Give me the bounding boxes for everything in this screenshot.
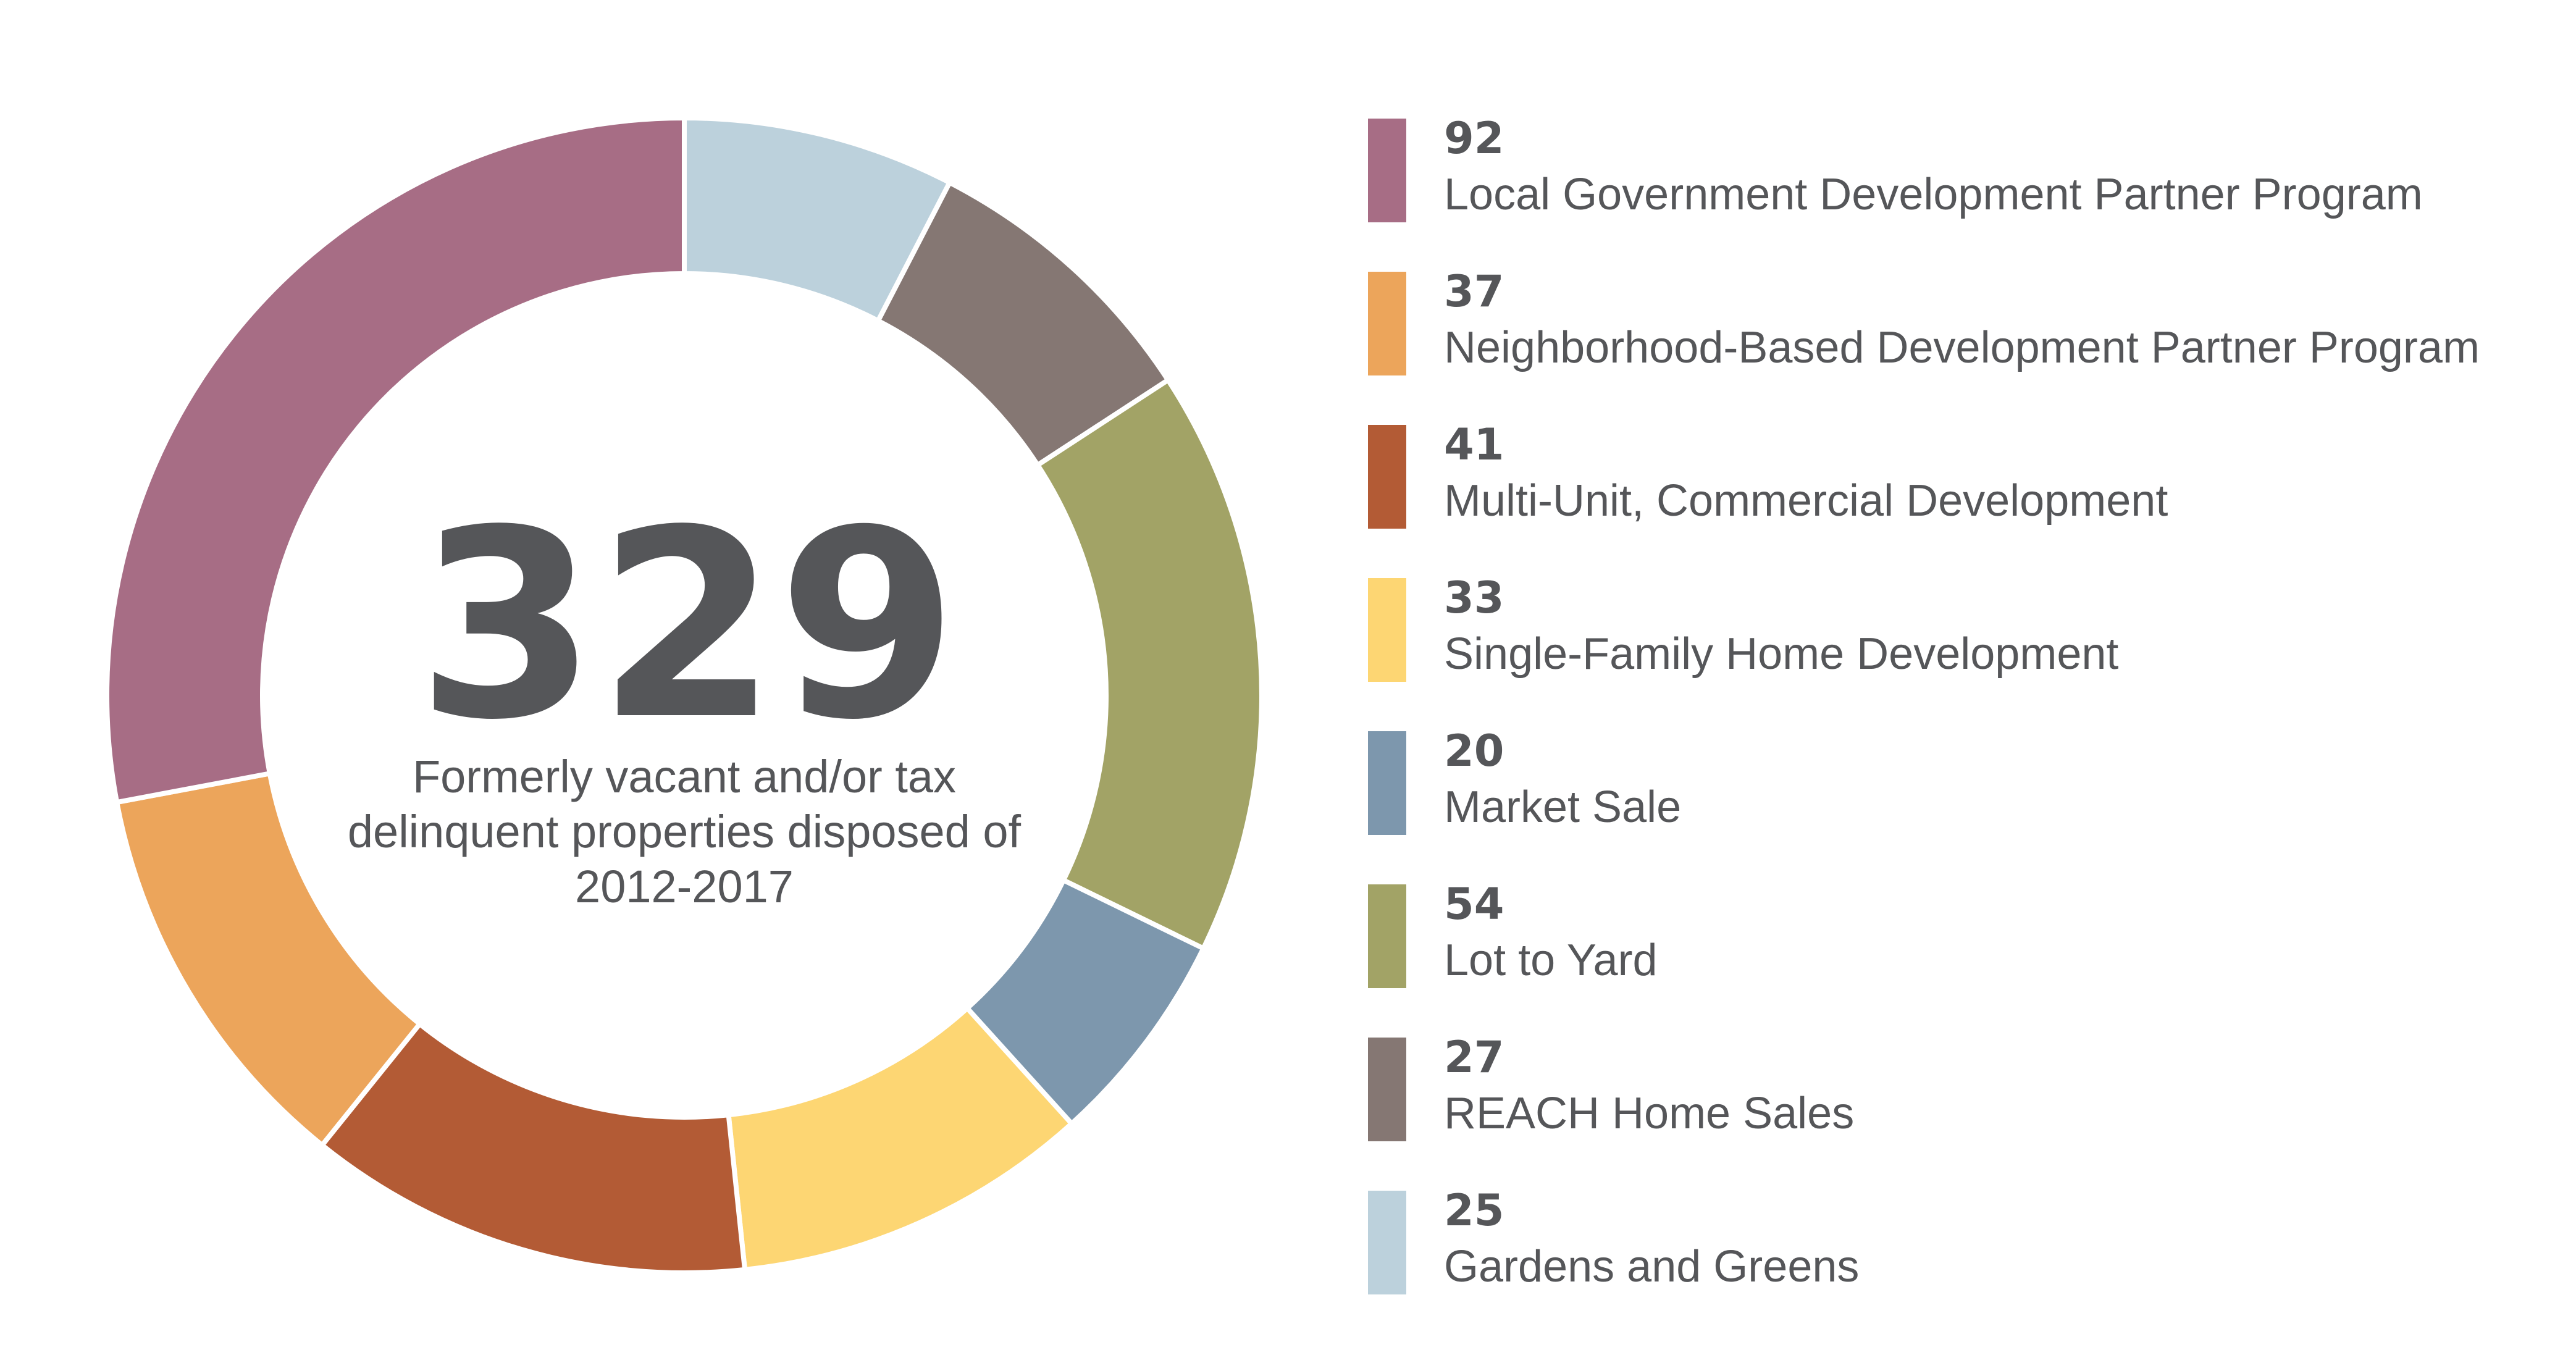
legend-item: 37 Neighborhood-Based Development Partne… [1368, 263, 2560, 416]
legend-label: REACH Home Sales [1444, 1089, 1855, 1138]
legend-swatch [1368, 1038, 1406, 1141]
donut-chart: 329 Formerly vacant and/or tax delinquen… [104, 115, 1264, 1275]
legend-label: Multi-Unit, Commercial Development [1444, 476, 2168, 526]
legend-swatch [1368, 884, 1406, 988]
legend: 92 Local Government Development Partner … [1368, 110, 2560, 1335]
center-total: 329 [417, 475, 959, 777]
legend-value: 33 [1444, 572, 1504, 623]
legend-swatch [1368, 1191, 1406, 1294]
legend-item: 54 Lot to Yard [1368, 876, 2560, 1029]
legend-value: 54 [1444, 879, 1504, 929]
center-caption-line-3: 2012-2017 [575, 861, 794, 912]
legend-value: 41 [1444, 419, 1504, 470]
legend-item: 33 Single-Family Home Development [1368, 569, 2560, 723]
legend-value: 25 [1444, 1185, 1504, 1236]
legend-item: 27 REACH Home Sales [1368, 1029, 2560, 1182]
center-caption-line-2: delinquent properties disposed of [348, 806, 1022, 857]
legend-item: 20 Market Sale [1368, 723, 2560, 876]
legend-item: 92 Local Government Development Partner … [1368, 110, 2560, 263]
donut-slices [104, 115, 1264, 1275]
center-caption-line-1: Formerly vacant and/or tax [413, 751, 956, 802]
legend-value: 27 [1444, 1032, 1504, 1083]
legend-item: 41 Multi-Unit, Commercial Development [1368, 416, 2560, 569]
legend-value: 37 [1444, 266, 1504, 317]
legend-swatch [1368, 731, 1406, 835]
legend-swatch [1368, 119, 1406, 222]
legend-value: 92 [1444, 113, 1504, 164]
donut-slice-lot-to-yard [1034, 376, 1264, 952]
legend-label: Neighborhood-Based Development Partner P… [1444, 323, 2480, 372]
legend-label: Lot to Yard [1444, 936, 1658, 985]
legend-value: 20 [1444, 726, 1504, 776]
legend-label: Local Government Development Partner Pro… [1444, 170, 2423, 219]
legend-label: Single-Family Home Development [1444, 629, 2119, 679]
legend-label: Gardens and Greens [1444, 1242, 1860, 1291]
legend-swatch [1368, 272, 1406, 375]
legend-item: 25 Gardens and Greens [1368, 1182, 2560, 1335]
legend-swatch [1368, 425, 1406, 529]
legend-swatch [1368, 578, 1406, 682]
legend-label: Market Sale [1444, 782, 1682, 832]
donut-slice-local-government-development-partner-program [104, 115, 687, 805]
